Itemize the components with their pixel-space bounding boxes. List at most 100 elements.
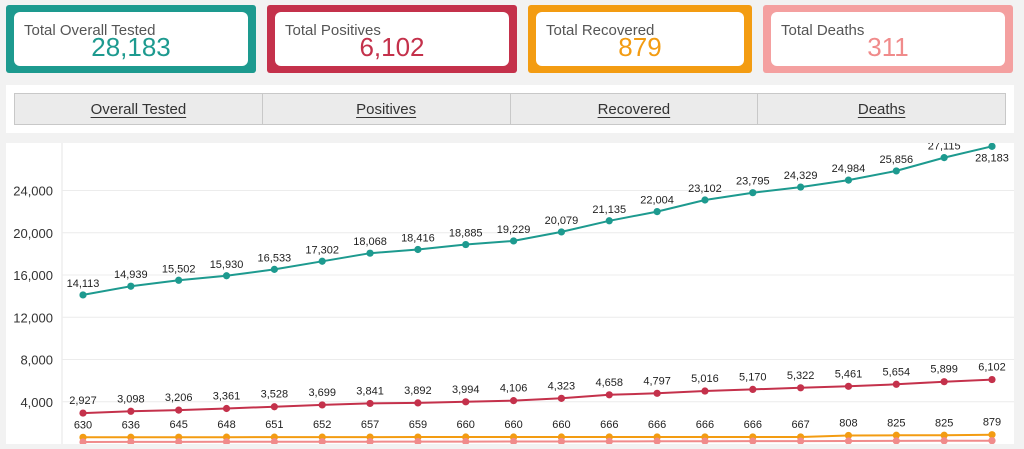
- y-tick-label: 12,000: [13, 310, 53, 325]
- data-label: 20,079: [545, 215, 579, 227]
- data-label: 4,323: [548, 380, 576, 392]
- line-chart: 4,000 8,000 12,000 16,000 20,000 24,000 14,113…: [13, 141, 1014, 446]
- data-label: 825: [935, 417, 953, 429]
- data-label: 3,699: [308, 387, 336, 399]
- data-point: [749, 385, 757, 393]
- data-point: [366, 399, 374, 408]
- data-label: 645: [170, 419, 188, 431]
- data-label: 23,102: [688, 183, 722, 195]
- data-label: 3,841: [356, 385, 384, 397]
- data-label: 3,892: [404, 385, 432, 397]
- data-label: 648: [217, 419, 235, 431]
- card-inner: Total Deaths 311: [771, 12, 1005, 66]
- data-point: [940, 154, 948, 162]
- data-point: [557, 394, 566, 402]
- data-point: [557, 437, 566, 446]
- data-label: 660: [504, 419, 522, 431]
- data-point: [270, 403, 278, 411]
- data-point: [222, 404, 231, 413]
- data-point: [988, 437, 996, 445]
- data-point: [844, 176, 853, 184]
- data-point: [701, 437, 709, 445]
- card-value: 879: [618, 32, 662, 62]
- data-point: [701, 387, 709, 395]
- data-label: 16,533: [258, 252, 292, 264]
- data-label: 22,004: [640, 195, 674, 207]
- data-point: [414, 438, 422, 446]
- data-point: [797, 183, 805, 191]
- tab-deaths[interactable]: Deaths: [758, 94, 1005, 124]
- data-label: 25,856: [879, 154, 913, 166]
- data-label: 3,528: [261, 389, 289, 401]
- data-label: 659: [409, 419, 427, 431]
- data-point: [844, 382, 853, 390]
- data-point: [988, 431, 996, 439]
- card-label: Total Recovered: [546, 22, 655, 39]
- chart-tabs: Overall Tested Positives Recovered Death…: [6, 85, 1014, 133]
- series-line: [82, 378, 993, 415]
- data-point: [509, 237, 518, 245]
- series-line: [83, 433, 993, 439]
- data-point: [175, 276, 183, 284]
- data-point: [462, 398, 470, 406]
- data-label: 17,302: [305, 244, 339, 256]
- data-point: [749, 189, 757, 197]
- tab-positives[interactable]: Positives: [263, 94, 511, 124]
- y-tick-label: 16,000: [13, 268, 53, 283]
- card-label: Total Overall Tested: [24, 22, 156, 39]
- data-label: 5,322: [787, 370, 815, 382]
- data-point: [318, 257, 326, 265]
- tab-label: Positives: [356, 100, 417, 118]
- tab-overall-tested[interactable]: Overall Tested: [15, 94, 263, 124]
- data-label: 652: [313, 419, 331, 431]
- data-point: [988, 375, 996, 384]
- data-point: [940, 378, 948, 386]
- data-label: 18,416: [401, 233, 435, 245]
- data-point: [701, 196, 709, 204]
- data-label: 14,939: [114, 269, 148, 281]
- data-label: 5,461: [835, 368, 863, 380]
- data-point: [797, 437, 805, 445]
- y-tick-label: 8,000: [20, 353, 53, 368]
- tab-recovered[interactable]: Recovered: [511, 94, 759, 124]
- y-tick-label: 24,000: [13, 184, 53, 199]
- card-label: Total Deaths: [781, 22, 865, 39]
- data-label: 2,927: [69, 395, 97, 407]
- data-label: 666: [744, 419, 762, 431]
- data-point: [749, 437, 757, 445]
- data-point: [414, 399, 422, 407]
- data-point: [509, 437, 518, 446]
- card-value: 311: [867, 32, 909, 62]
- data-label: 879: [983, 417, 1001, 429]
- data-label: 18,885: [449, 228, 483, 240]
- data-point: [605, 437, 613, 445]
- data-label: 5,170: [739, 371, 767, 383]
- data-label: 5,016: [691, 373, 719, 385]
- data-label: 667: [791, 419, 809, 431]
- card-inner: Total Overall Tested 28,183: [14, 12, 248, 66]
- data-label: 4,106: [500, 383, 528, 395]
- series-line: [82, 439, 993, 443]
- data-point: [222, 272, 231, 280]
- y-tick-label: 20,000: [13, 226, 53, 241]
- data-point: [366, 438, 374, 446]
- data-label: 660: [552, 419, 570, 431]
- data-label: 3,206: [165, 392, 193, 404]
- tab-bar: Overall Tested Positives Recovered Death…: [14, 93, 1006, 125]
- data-point: [653, 389, 661, 397]
- data-point: [940, 431, 948, 439]
- data-point: [844, 431, 853, 440]
- data-label: 28,183: [975, 152, 1009, 164]
- data-label: 666: [648, 419, 666, 431]
- card-positives: Total Positives 6,102: [267, 5, 517, 73]
- data-point: [605, 217, 613, 225]
- data-label: 5,654: [883, 366, 911, 378]
- card-label: Total Positives: [285, 22, 381, 39]
- data-label: 24,329: [784, 170, 818, 182]
- data-point: [175, 406, 183, 414]
- data-point: [605, 391, 613, 399]
- data-point: [509, 397, 518, 405]
- card-inner: Total Recovered 879: [536, 12, 744, 66]
- data-point: [79, 291, 87, 299]
- data-label: 636: [122, 419, 140, 431]
